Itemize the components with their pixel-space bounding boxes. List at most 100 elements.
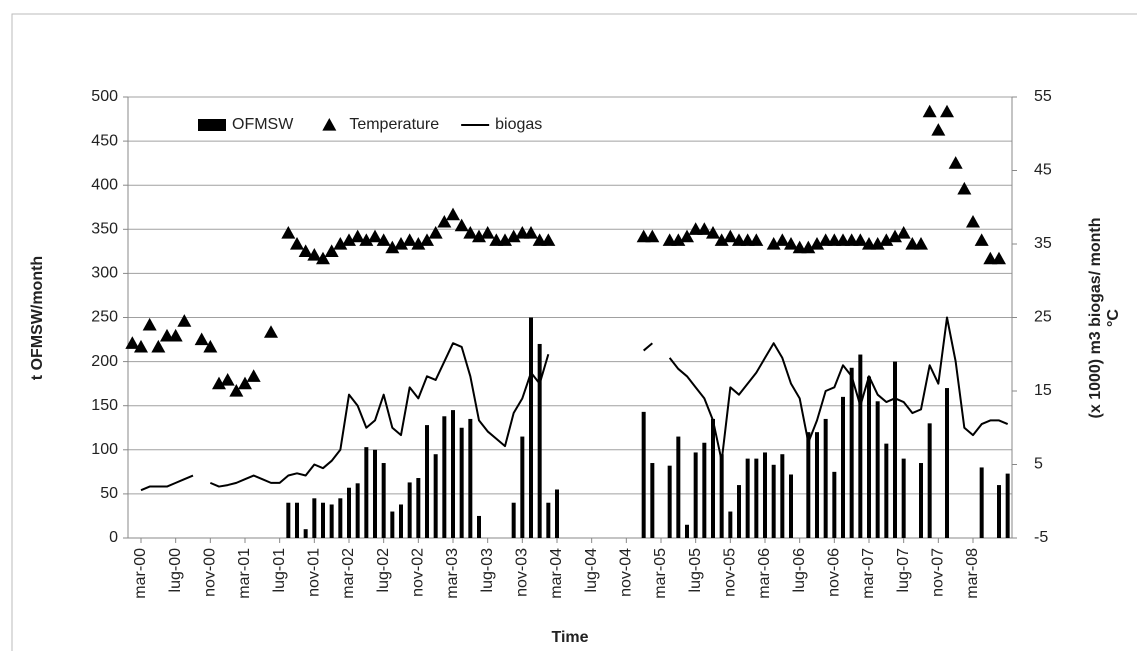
x-tick-label: lug-05	[687, 548, 704, 593]
x-tick-label: lug-01	[271, 548, 288, 593]
x-tick-label: nov-03	[514, 548, 531, 597]
legend-swatch	[322, 118, 337, 131]
bar	[997, 485, 1001, 538]
bar	[407, 482, 412, 538]
bar	[425, 425, 429, 538]
bar	[373, 449, 377, 538]
temperature-marker	[203, 339, 218, 353]
temperature-marker	[446, 207, 460, 221]
bar	[329, 504, 334, 538]
temperature-marker	[480, 225, 495, 239]
bar	[390, 511, 395, 538]
temperature-marker	[714, 233, 729, 246]
bar	[416, 478, 421, 538]
legend-swatch	[198, 119, 226, 131]
temperature-marker	[229, 384, 244, 397]
bar	[858, 354, 863, 538]
bar	[711, 418, 715, 538]
y2-tick-label: 5	[1034, 456, 1043, 473]
temperature-marker	[264, 325, 278, 338]
temperature-marker	[706, 225, 720, 239]
bar	[823, 418, 828, 538]
bar	[849, 367, 854, 538]
bar	[303, 529, 308, 538]
bar	[321, 502, 325, 538]
temperature-marker	[376, 233, 391, 246]
x-tick-label: nov-01	[306, 548, 323, 597]
x-tick-label: mar-05	[652, 548, 669, 599]
y-tick-label: 100	[91, 441, 118, 458]
temperature-marker	[454, 218, 469, 232]
biogas-line	[668, 316, 1009, 462]
y-axis-title: t OFMSW/month	[29, 256, 46, 380]
bar	[286, 502, 291, 538]
bar	[806, 432, 811, 538]
temperature-marker	[220, 372, 235, 386]
temperature-marker	[142, 317, 157, 331]
bar	[780, 454, 785, 538]
bar	[347, 487, 351, 538]
temperature-marker	[671, 233, 686, 246]
temperature-marker	[472, 229, 486, 243]
x-tick-label: lug-03	[479, 548, 496, 593]
temperature-marker	[853, 233, 868, 246]
temperature-marker	[333, 237, 348, 250]
chart-frame	[11, 13, 1137, 651]
x-tick-label: nov-06	[826, 548, 843, 597]
temperature-marker	[498, 233, 512, 246]
temperature-marker	[342, 233, 356, 246]
temperature-marker	[168, 328, 183, 342]
bar	[737, 485, 741, 538]
bar	[841, 396, 845, 538]
bar	[901, 458, 906, 538]
bar	[442, 416, 447, 538]
x-tick-label: nov-05	[722, 548, 739, 597]
temperature-marker	[324, 244, 339, 257]
y-tick-label: 250	[91, 309, 118, 326]
temperature-marker	[957, 181, 972, 195]
bar	[650, 463, 655, 538]
y-tick-label: 150	[91, 397, 118, 414]
y2-tick-label: 55	[1034, 88, 1052, 105]
bar	[364, 447, 369, 538]
temperature-marker	[541, 233, 556, 246]
bar	[789, 474, 793, 538]
y2-tick-label: 25	[1034, 309, 1052, 326]
temperature-marker	[290, 237, 304, 250]
y-tick-label: 500	[91, 88, 118, 105]
temperature-marker	[194, 332, 209, 346]
bar	[537, 343, 542, 538]
legend-label: Temperature	[349, 116, 439, 133]
x-tick-label: nov-07	[930, 548, 947, 597]
bar	[338, 498, 343, 538]
bar	[555, 489, 559, 538]
temperature-marker	[948, 156, 963, 169]
bar	[381, 463, 386, 538]
x-tick-label: lug-02	[375, 548, 392, 593]
bar	[511, 502, 516, 538]
y-tick-label: 400	[91, 176, 118, 193]
x-tick-label: mar-01	[236, 548, 253, 599]
temperature-marker	[870, 237, 885, 250]
bar	[295, 502, 299, 538]
temperature-marker	[697, 222, 712, 235]
bar	[875, 401, 880, 538]
temperature-marker	[766, 237, 781, 250]
temperature-marker	[428, 225, 443, 239]
y2-tick-label: 35	[1034, 235, 1052, 252]
bar	[763, 452, 767, 538]
temperature-marker	[896, 225, 911, 239]
temperature-marker	[879, 233, 894, 246]
bar	[745, 458, 750, 538]
y-tick-label: 300	[91, 265, 118, 282]
bar	[468, 418, 473, 538]
temperature-marker	[723, 229, 738, 243]
bar	[702, 442, 707, 538]
bar	[945, 388, 949, 538]
temperature-marker	[888, 229, 902, 243]
bar	[355, 483, 360, 538]
bar	[1005, 473, 1010, 538]
x-tick-label: nov-02	[410, 548, 427, 597]
y2-tick-label: 45	[1034, 162, 1052, 179]
